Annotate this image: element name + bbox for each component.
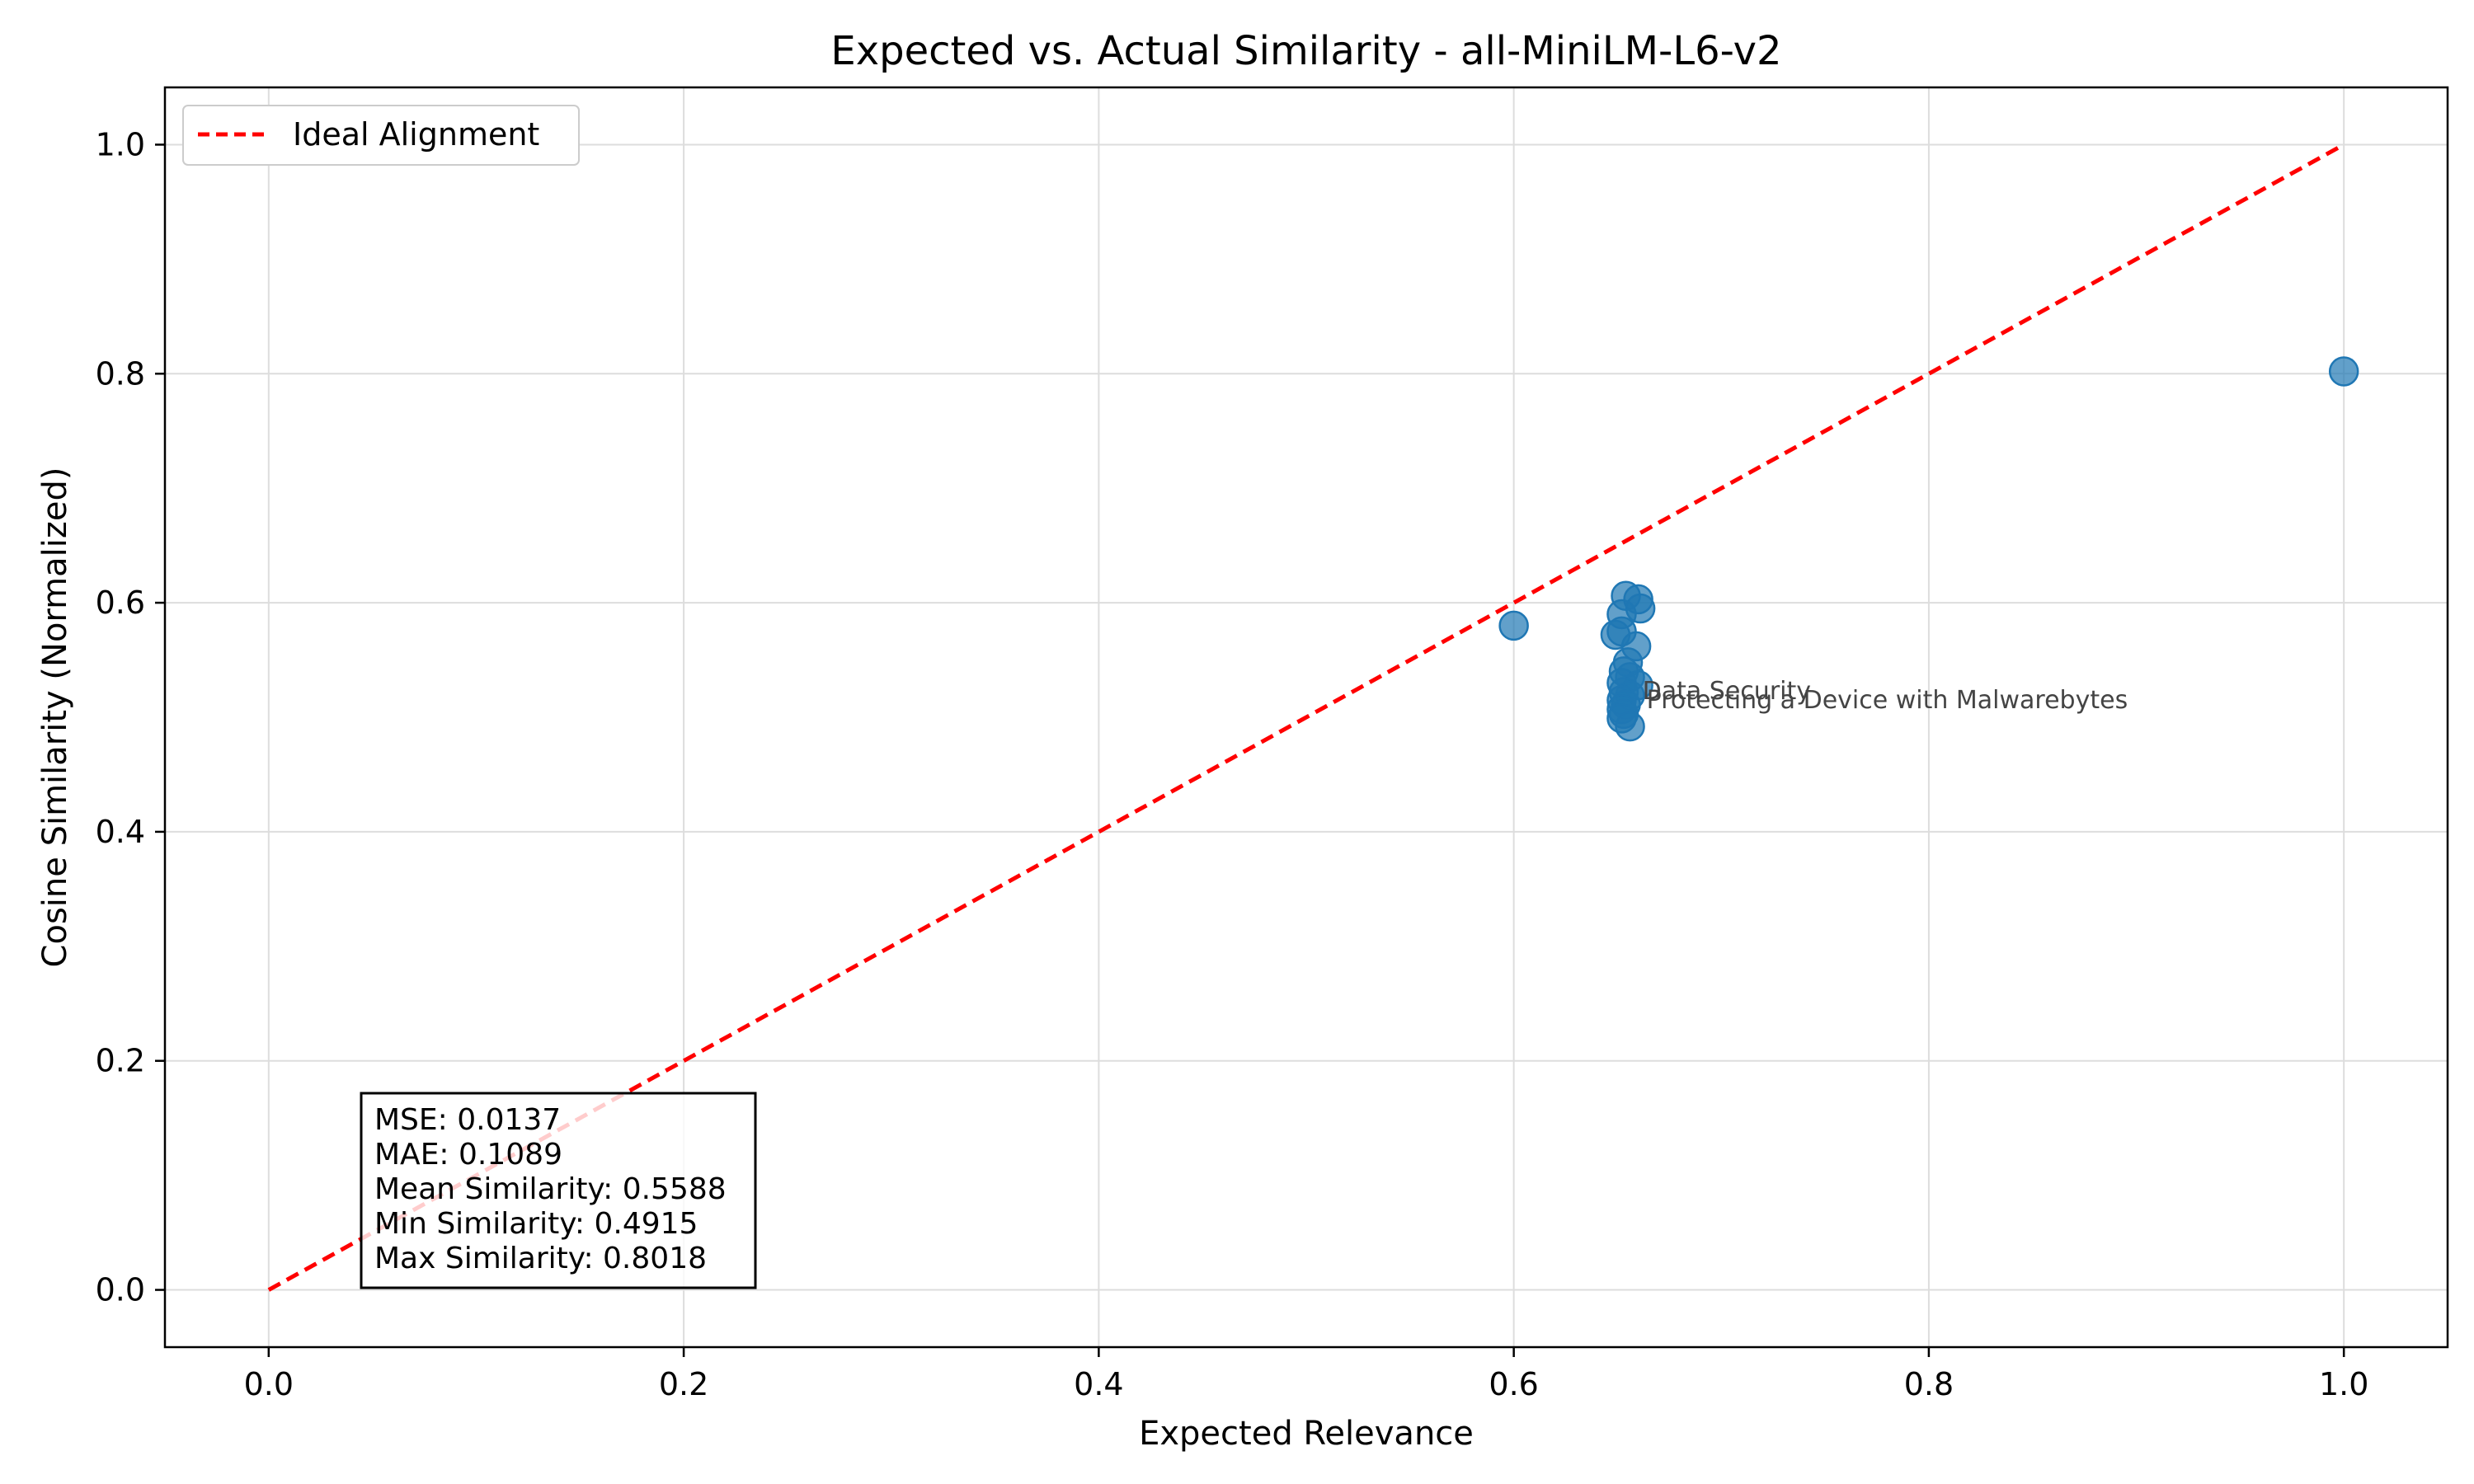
stat-max-similarity: Max Similarity: 0.8018 [374,1242,707,1275]
legend-box [182,105,580,166]
stat-min-similarity: Min Similarity: 0.4915 [374,1207,698,1241]
stat-mse: MSE: 0.0137 [374,1103,561,1137]
stat-mean-similarity: Mean Similarity: 0.5588 [374,1172,727,1206]
x-tick-label: 0.6 [1489,1366,1538,1402]
stat-mae: MAE: 0.1089 [374,1138,562,1172]
plot-frame [163,86,2449,1349]
x-tick-label: 1.0 [2319,1366,2368,1402]
y-tick-label: 0.2 [96,1043,145,1079]
legend-label-ideal-alignment: Ideal Alignment [293,116,539,153]
point-annotation: Data Security [1643,677,1811,706]
x-axis-label: Expected Relevance [1139,1415,1474,1453]
axis-ticks: 0.0 0.2 0.4 0.6 0.8 1.0 0.0 0.2 0.4 0.6 0.8 1.0 [96,126,2369,1402]
y-tick-label: 1.0 [96,126,145,162]
x-tick-label: 0.2 [659,1366,708,1402]
point-annotation: Protecting a Device with Malwarebytes [1647,686,2128,715]
chart-title: Expected vs. Actual Similarity - all-Min… [830,28,1781,74]
stats-box-frame [360,1092,757,1289]
points-layer [1498,356,2359,742]
y-tick-label: 0.0 [96,1272,145,1308]
x-tick-label: 0.4 [1074,1366,1123,1402]
x-tick-label: 0.0 [244,1366,294,1402]
x-tick-label: 0.8 [1904,1366,1954,1402]
scatter-point [1498,610,1529,641]
scatter-point [2328,356,2359,387]
y-tick-label: 0.4 [96,814,145,850]
y-tick-label: 0.6 [96,585,145,621]
scatter-point [1615,711,1645,742]
stats-box: MSE: 0.0137 MAE: 0.1089 Mean Similarity:… [360,1092,757,1289]
grid [165,87,2448,1347]
legend: Ideal Alignment [182,105,580,166]
y-axis-label: Cosine Similarity (Normalized) [36,467,74,968]
y-tick-label: 0.8 [96,355,145,392]
